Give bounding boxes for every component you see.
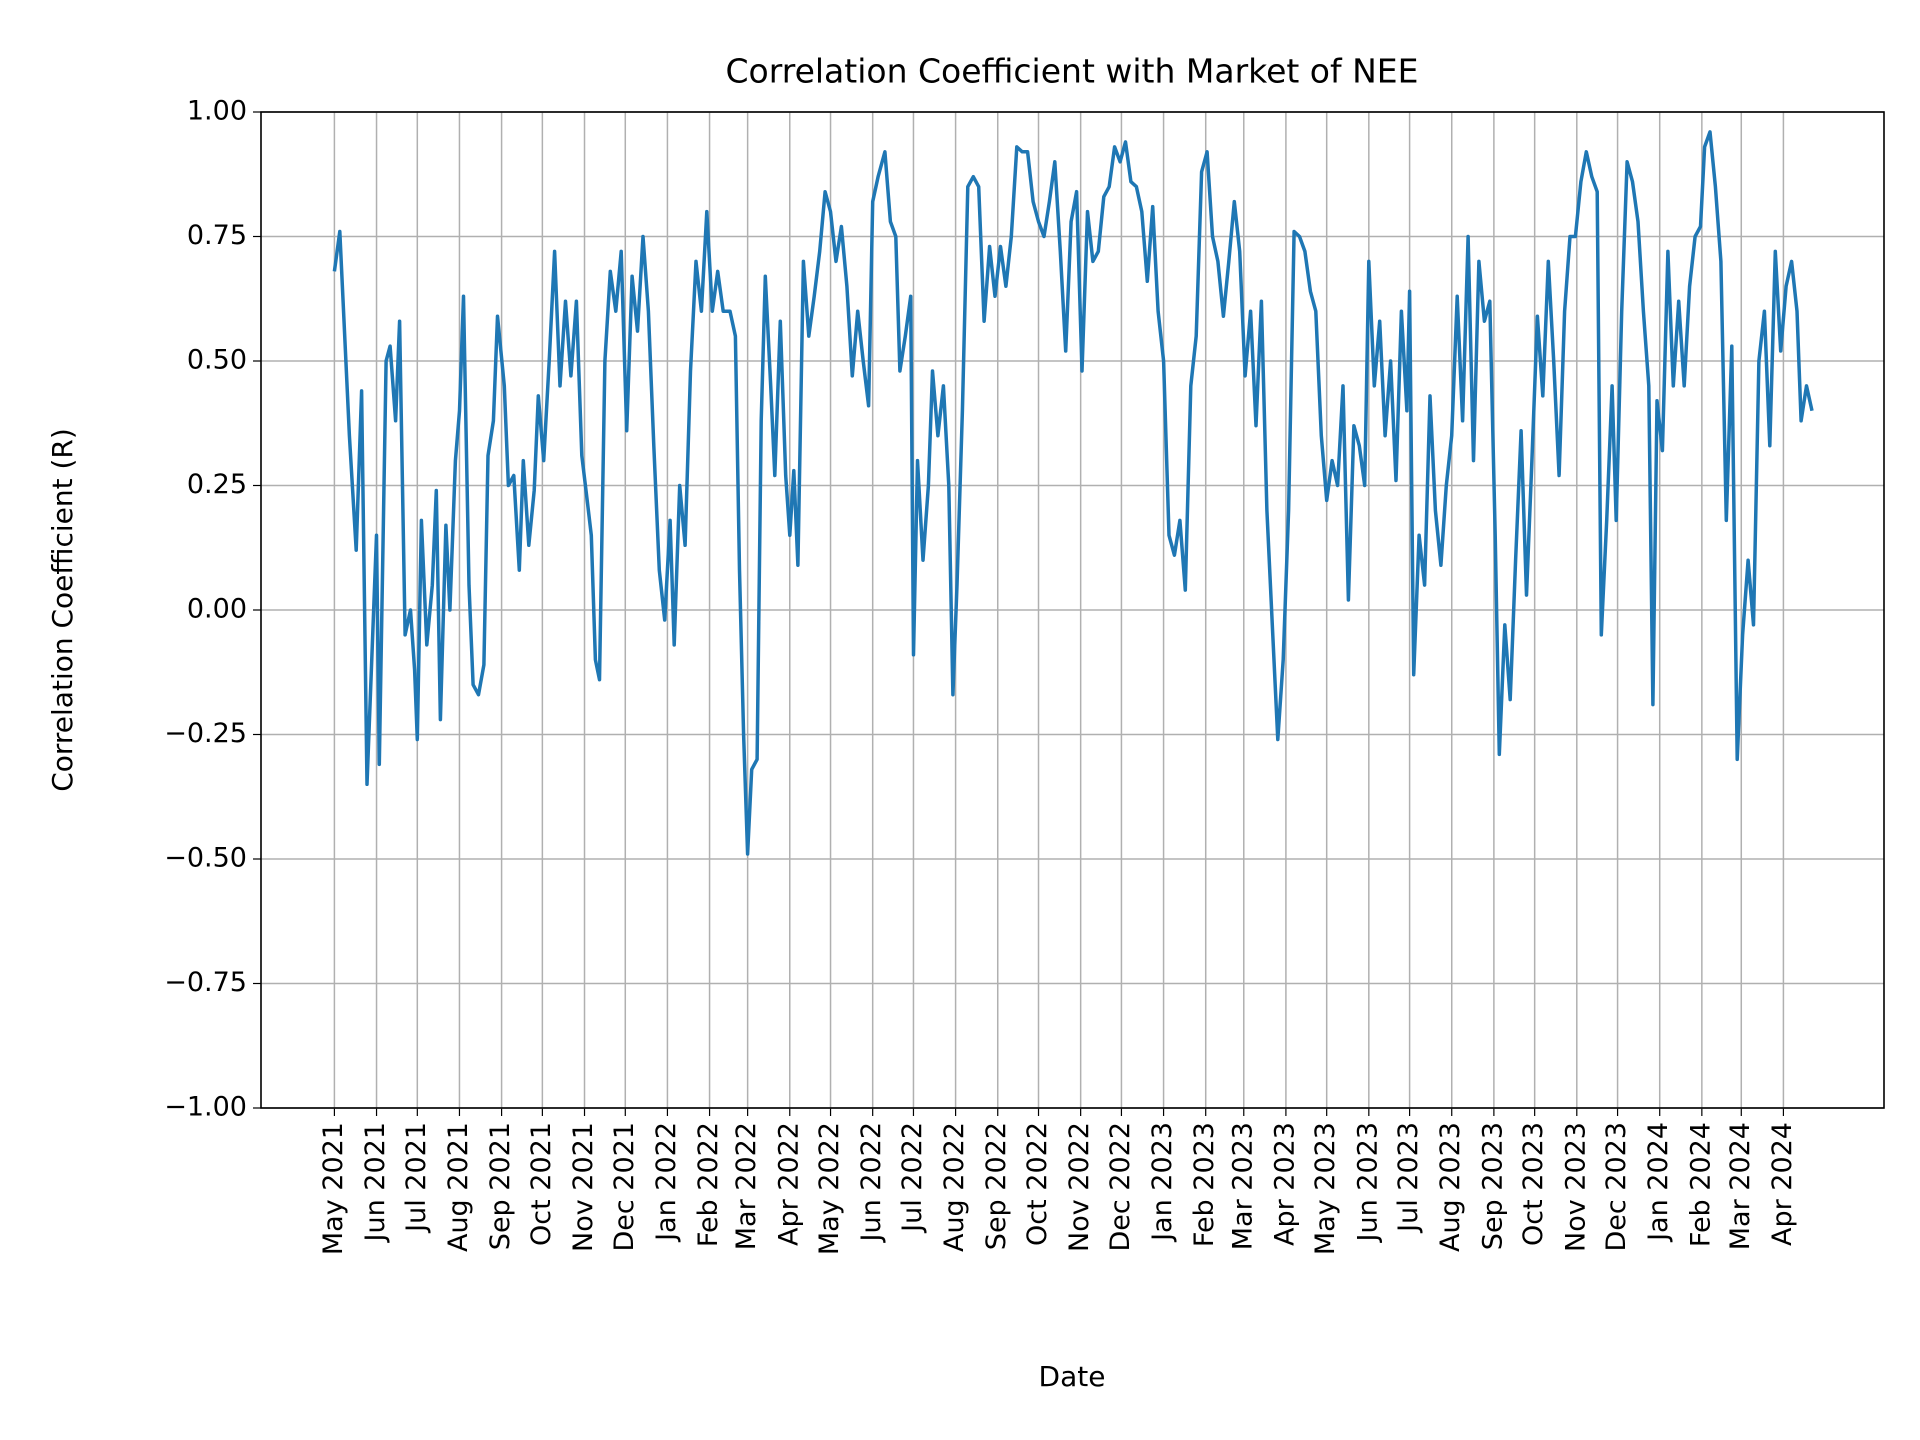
x-tick-label: Apr 2024 (1767, 1122, 1798, 1246)
y-tick-label: 0.50 (187, 345, 247, 376)
x-tick-label: Aug 2021 (443, 1122, 474, 1252)
x-tick-label: Mar 2023 (1227, 1122, 1258, 1250)
y-tick-label: 0.75 (187, 220, 247, 251)
x-tick-label: Jul 2023 (1393, 1122, 1424, 1234)
x-axis-label: Date (1039, 1360, 1106, 1393)
y-axis-label: Correlation Coefficient (R) (46, 428, 79, 792)
data-line (332, 130, 1814, 856)
x-tick-label: May 2023 (1310, 1122, 1341, 1255)
y-tick-label: 0.00 (187, 594, 247, 625)
x-tick-label: Dec 2021 (609, 1122, 640, 1252)
y-tick-label: −0.75 (164, 967, 247, 998)
y-tick-label: 0.25 (187, 469, 247, 500)
x-tick-label: Oct 2022 (1022, 1122, 1053, 1246)
x-tick-label: Jun 2022 (856, 1122, 887, 1243)
x-tick-label: Jun 2023 (1352, 1122, 1383, 1243)
x-tick-label: Jan 2023 (1147, 1122, 1178, 1243)
x-tick-label: Apr 2023 (1269, 1122, 1300, 1246)
x-tick-label: Apr 2022 (773, 1122, 804, 1246)
x-tick-label: Oct 2023 (1518, 1122, 1549, 1246)
x-tick-label: Feb 2023 (1189, 1122, 1220, 1247)
x-tick-label: Mar 2022 (731, 1122, 762, 1250)
x-tick-label: Sep 2023 (1477, 1122, 1508, 1250)
x-tick-label: Jan 2024 (1643, 1122, 1674, 1243)
y-tick-label: −0.50 (164, 843, 247, 874)
x-tick-label: May 2021 (318, 1122, 349, 1255)
x-tick-label: Jun 2021 (360, 1122, 391, 1243)
x-tick-label: Jul 2022 (897, 1122, 928, 1234)
y-tick-label: 1.00 (187, 96, 247, 127)
plot-frame (260, 111, 1885, 1109)
x-tick-label: Dec 2022 (1105, 1122, 1136, 1252)
x-tick-label: Oct 2021 (526, 1122, 557, 1246)
x-tick-label: Aug 2023 (1435, 1122, 1466, 1252)
x-tick-label: Nov 2022 (1064, 1122, 1095, 1252)
x-tick-label: Feb 2024 (1685, 1122, 1716, 1247)
y-tick-label: −0.25 (164, 718, 247, 749)
x-tick-label: Aug 2022 (939, 1122, 970, 1252)
x-tick-label: Nov 2023 (1560, 1122, 1591, 1252)
x-tick-label: May 2022 (814, 1122, 845, 1255)
x-tick-label: Sep 2022 (981, 1122, 1012, 1250)
y-tick-label: −1.00 (164, 1092, 247, 1123)
x-tick-label: Jan 2022 (651, 1122, 682, 1243)
x-tick-label: Feb 2022 (693, 1122, 724, 1247)
x-tick-label: Jul 2021 (401, 1122, 432, 1234)
x-tick-label: Mar 2024 (1725, 1122, 1756, 1250)
x-tick-label: Sep 2021 (485, 1122, 516, 1250)
chart-title: Correlation Coefficient with Market of N… (726, 52, 1419, 91)
x-tick-label: Dec 2023 (1601, 1122, 1632, 1252)
x-tick-label: Nov 2021 (568, 1122, 599, 1252)
